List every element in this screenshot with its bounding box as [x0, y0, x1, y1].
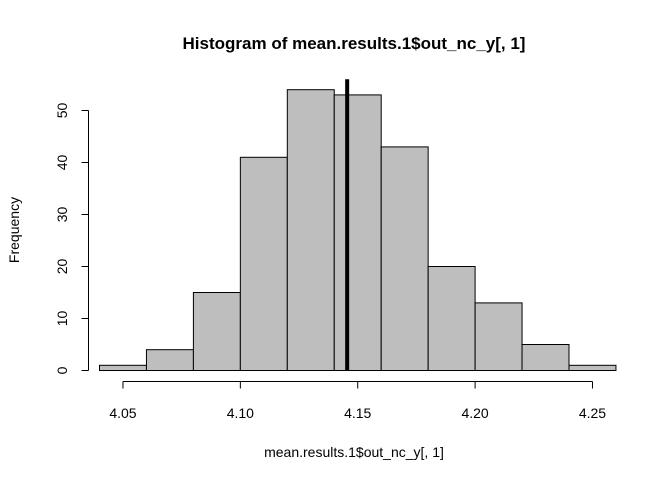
y-tick-label: 20	[54, 259, 70, 275]
y-tick-label: 10	[54, 311, 70, 327]
x-tick-label: 4.15	[344, 405, 371, 421]
histogram-bar-4	[286, 89, 335, 371]
y-tick-label: 50	[54, 103, 70, 119]
x-axis-label: mean.results.1$out_nc_y[, 1]	[264, 444, 444, 460]
histogram-bar-1	[145, 349, 194, 372]
y-axis-label: Frequency	[6, 197, 22, 263]
histogram-bar-2	[192, 292, 241, 371]
x-tick-label: 4.10	[227, 405, 254, 421]
x-axis: 4.05 4.10 4.15 4.20 4.25	[109, 381, 606, 421]
histogram-bars	[99, 89, 617, 372]
x-tick-label: 4.25	[579, 405, 606, 421]
histogram-bar-6	[380, 146, 429, 371]
y-tick-label: 40	[54, 155, 70, 171]
histogram-bar-0	[99, 364, 147, 371]
x-tick-label: 4.05	[109, 405, 136, 421]
histogram-bar-3	[239, 156, 288, 371]
y-tick-label: 30	[54, 207, 70, 223]
chart-title: Histogram of mean.results.1$out_nc_y[, 1…	[183, 34, 526, 53]
histogram-bar-8	[474, 302, 523, 371]
histogram-bar-5	[333, 94, 382, 372]
histogram-bar-9	[521, 344, 570, 371]
x-tick-label: 4.20	[461, 405, 488, 421]
y-tick-label: 0	[54, 366, 70, 374]
histogram-bar-10	[568, 364, 617, 371]
histogram-bar-7	[427, 266, 476, 371]
y-axis: 0 10 20 30 40 50	[54, 103, 89, 374]
